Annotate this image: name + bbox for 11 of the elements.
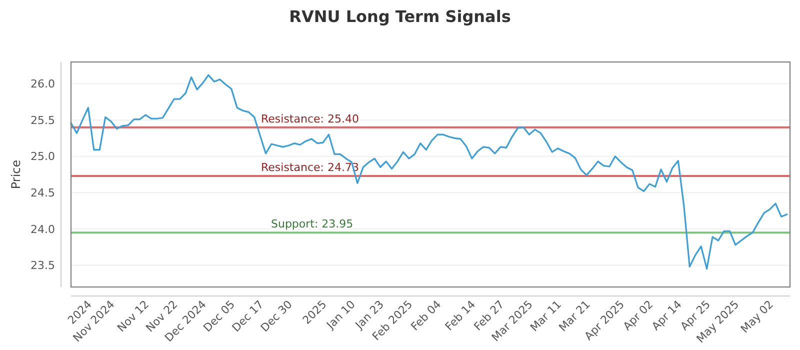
y-tick-label: 24.5	[30, 186, 55, 200]
y-tick-label: 25.0	[30, 150, 55, 164]
chart-title: RVNU Long Term Signals	[289, 7, 511, 26]
y-tick-label: 24.0	[30, 222, 55, 236]
y-tick-label: 23.5	[30, 259, 55, 272]
line-series	[70, 74, 788, 270]
y-tick-label: 26.0	[30, 78, 55, 91]
y-axis-title: Price	[9, 160, 23, 190]
ref-line-label: Resistance: 25.40	[261, 112, 359, 126]
ref-line-label: Support: 23.95	[271, 218, 354, 231]
y-tick-label: 25.5	[30, 114, 55, 127]
